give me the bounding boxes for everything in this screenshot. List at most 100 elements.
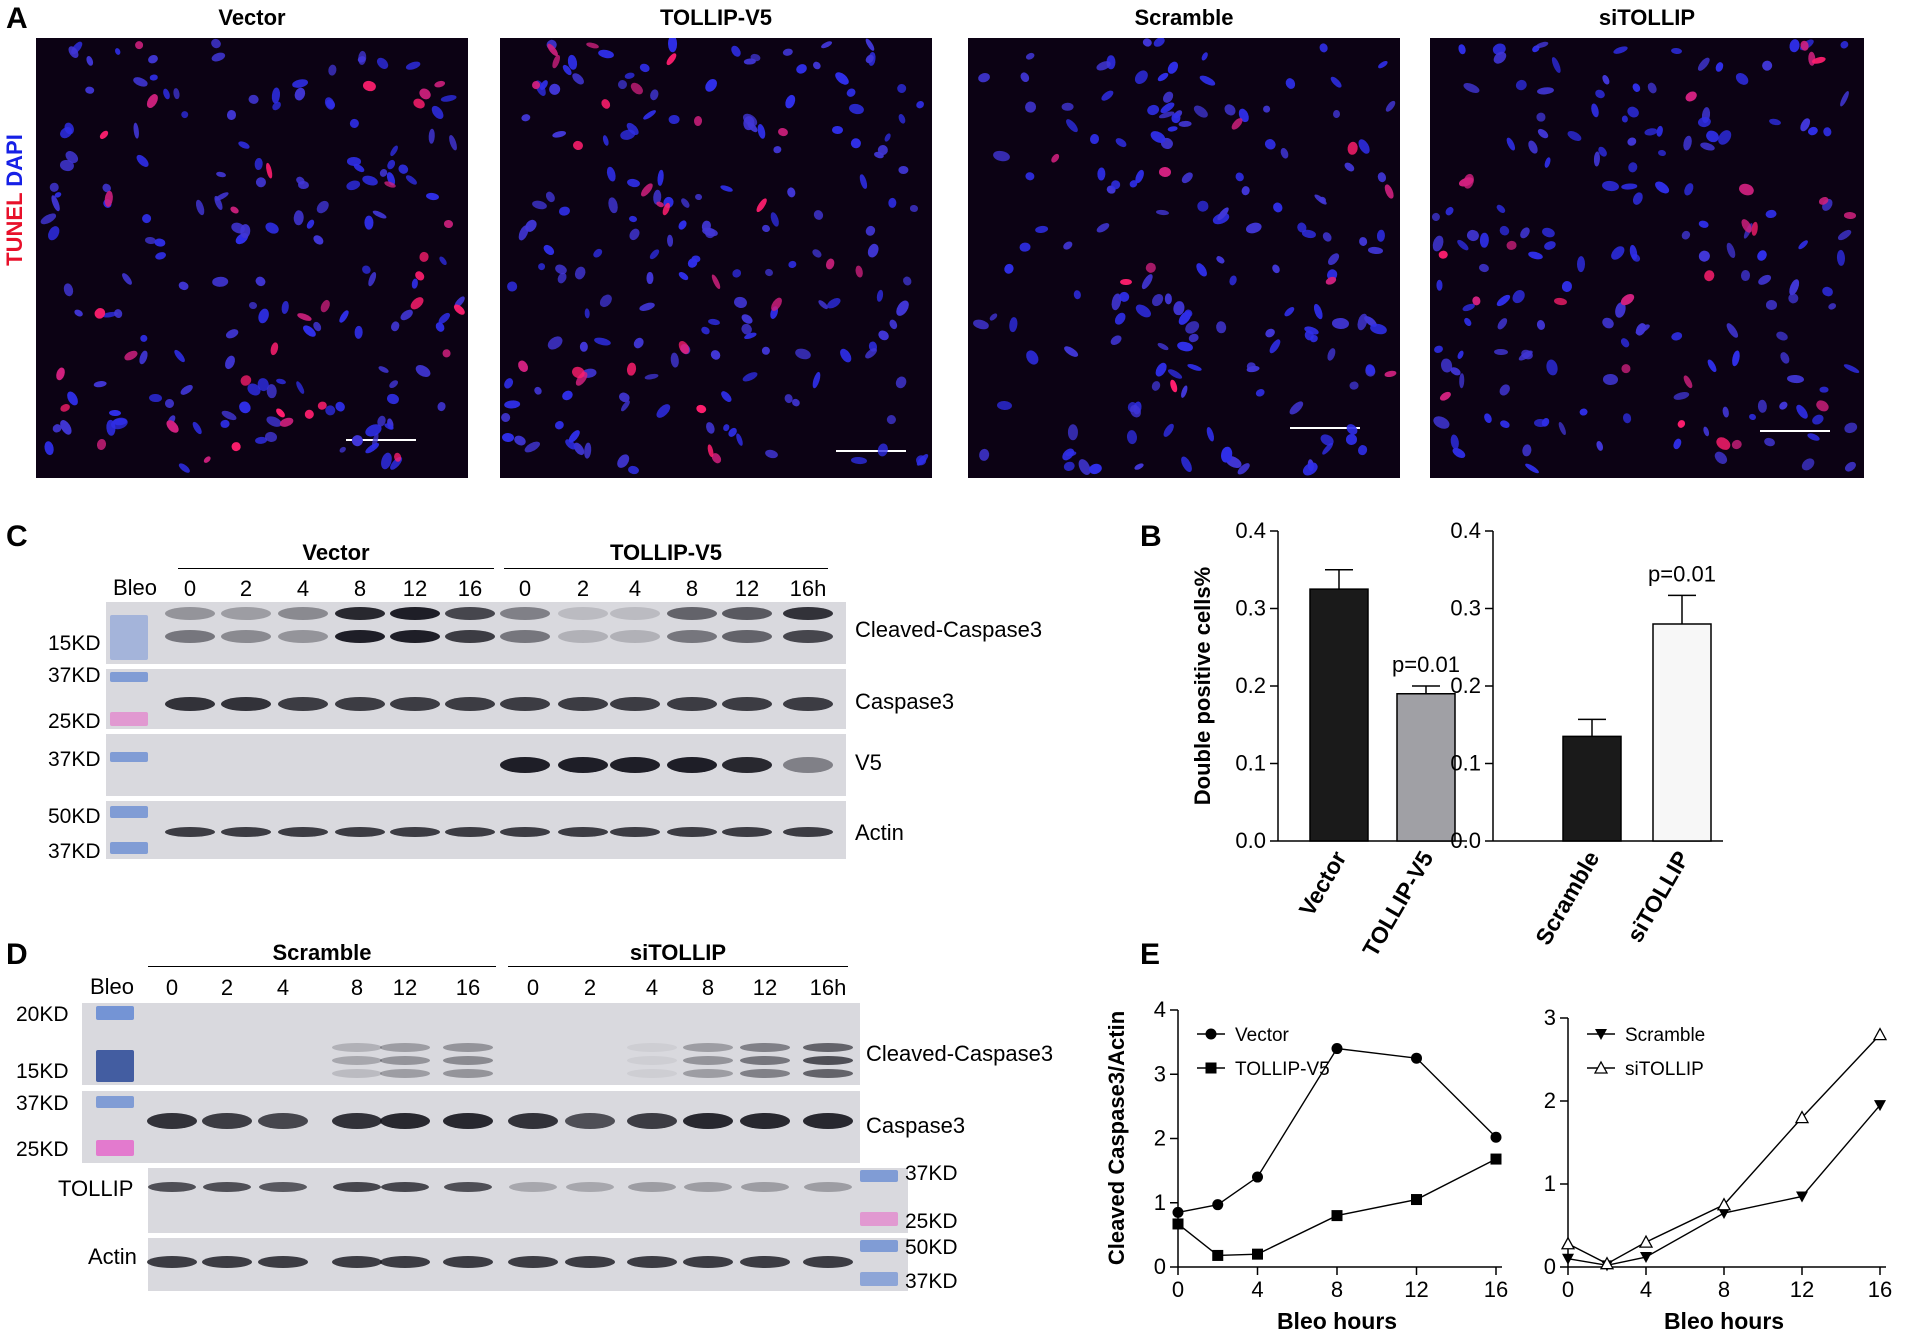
lane-label: 16 [455,975,481,1000]
data-point [1331,1043,1343,1055]
blot-band [627,1055,677,1065]
blot-band [445,827,495,837]
data-point [1562,1253,1574,1265]
marker-ladder [96,1096,134,1108]
p-value-annotation: p=0.01 [1648,561,1716,586]
blot-band [278,827,328,837]
blot-band [333,1182,381,1192]
group-line [148,966,496,967]
lane-label: 8 [701,975,715,1000]
blot-cleaved-caspase3 [106,602,846,664]
marker-15kd: 15KD [16,1060,69,1083]
lane-label: 16h [789,576,827,601]
lane-label: 16 [457,576,483,601]
lane-label: 2 [576,576,590,601]
marker-37kd: 37KD [48,748,101,771]
blot-band [683,1068,733,1078]
data-point [1172,1218,1184,1230]
blot-band [500,629,550,643]
blot-band [722,606,772,620]
marker-ladder [110,615,148,660]
data-point [1172,1206,1184,1218]
blot-band [565,1256,615,1268]
blot-band [683,1055,733,1065]
blot-band [667,606,717,620]
legend-label: siTOLLIP [1625,1059,1704,1080]
blot-band [221,697,271,711]
series-line [1177,1158,1497,1257]
y-tick-label: 3 [1544,1005,1556,1030]
blot-band [380,1256,430,1268]
x-tick-label: 8 [1331,1277,1343,1302]
panel-label-c: C [6,520,28,553]
marker-25kd: 25KD [48,710,101,733]
blot-band [500,697,550,711]
marker-ladder [110,752,148,762]
lane-label: 0 [526,975,540,1000]
blot-band [443,1055,493,1065]
series-line [1567,1104,1881,1267]
group-line [508,966,848,967]
blot-band [610,757,660,773]
x-axis-label: Bleo hours [1277,1308,1397,1334]
image-title-sitollip: siTOLLIP [1598,5,1696,30]
blot-band [390,697,440,711]
y-tick-label: 3 [1154,1061,1166,1086]
blot-band [335,697,385,711]
blot-band [803,1042,853,1052]
data-point [1718,1208,1730,1220]
data-point [1874,1100,1886,1112]
blot-band [335,606,385,620]
blot-band [335,827,385,837]
scale-bar [346,439,416,441]
y-tick-label: 0.0 [1450,828,1481,853]
blot-band [628,1182,676,1192]
marker-37kd: 37KD [48,840,101,863]
image-title-vector: Vector [218,5,286,30]
marker-20kd: 20KD [16,1003,69,1026]
marker-ladder [96,1006,134,1020]
protein-label-caspase3: Caspase3 [855,689,955,714]
lane-label: 12 [402,576,428,601]
legend-marker [1205,1062,1217,1074]
blot-band [165,606,215,620]
blot-band [683,1042,733,1052]
data-point [1252,1248,1263,1260]
legend-marker [1595,1029,1607,1040]
bleo-label: Bleo [113,575,158,600]
x-tick-label: 16 [1868,1277,1892,1302]
blot-band [803,1055,853,1065]
y-tick-label: 0.1 [1235,751,1266,776]
y-tick-label: 0.4 [1450,518,1481,543]
protein-label-caspase3: Caspase3 [866,1113,966,1138]
blot-band [380,1068,430,1078]
marker-37kd: 37KD [16,1092,69,1115]
blot-band [444,1182,492,1192]
blot-band [390,629,440,643]
blot-band [610,827,660,837]
blot-v5 [106,734,846,796]
blot-band [445,629,495,643]
x-tick-label: 16 [1484,1277,1508,1302]
micrograph-vector [36,38,468,478]
y-tick-label: 0.4 [1235,518,1266,543]
series-line [1177,1047,1497,1214]
lane-label: 12 [752,975,778,1000]
data-point [1411,1194,1422,1206]
y-axis-label: Double positive cells% [1190,567,1215,805]
blot-band [667,757,717,773]
blot-band [380,1113,430,1129]
marker-ladder [860,1240,898,1252]
y-tick-label: 0.2 [1450,673,1481,698]
blot-band [783,606,833,620]
blot-band [803,1068,853,1078]
blot-band [783,629,833,643]
lane-label: 8 [685,576,699,601]
blot-band [500,606,550,620]
data-point [1638,1234,1654,1248]
bar [1652,623,1712,842]
blot-band [332,1068,382,1078]
tunel-nucleus [1119,278,1132,286]
group-label-sitollip: siTOLLIP [629,940,727,965]
